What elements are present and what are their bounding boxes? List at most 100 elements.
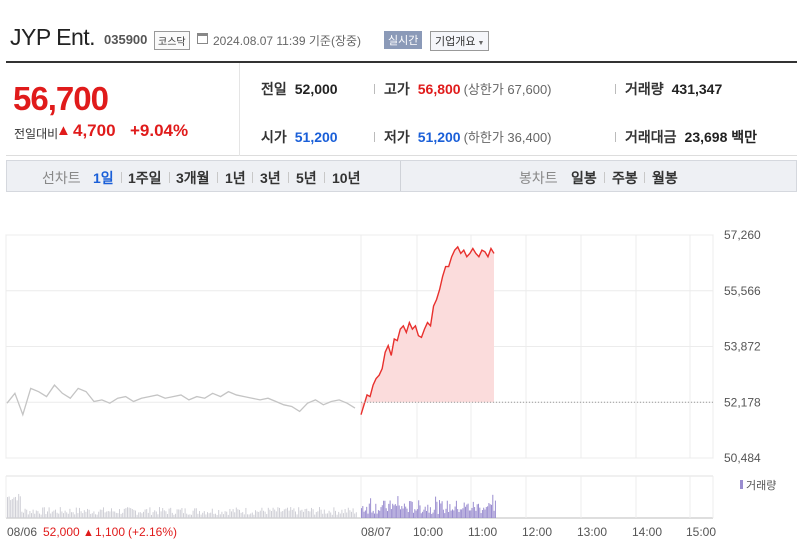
up-arrow-icon: ▲ — [56, 122, 71, 139]
volume-bar — [171, 512, 173, 518]
volume-bar — [170, 507, 172, 518]
volume-bar — [298, 507, 300, 518]
volume-bar — [457, 509, 459, 518]
volume-bar — [139, 512, 141, 518]
volume-bar — [423, 509, 425, 518]
volume-bar — [168, 508, 170, 518]
volume-bar — [34, 513, 36, 518]
volume-legend: 거래량 — [740, 479, 776, 492]
tab-1w[interactable]: 1주일 — [128, 170, 162, 186]
volume-bar — [43, 507, 45, 518]
volume-bar — [304, 508, 306, 518]
volume-bar — [261, 507, 263, 518]
volume-bar — [218, 510, 220, 518]
volume-bar — [216, 514, 218, 518]
volume-bar — [160, 511, 162, 518]
volume-bar — [215, 513, 216, 518]
tab-3m[interactable]: 3개월 — [176, 170, 210, 186]
volume-bar — [15, 496, 16, 518]
volume-bar — [242, 512, 244, 518]
volume-bar — [235, 507, 237, 518]
tab-weekly-candle[interactable]: 주봉 — [612, 170, 638, 186]
volume-bar — [69, 508, 71, 518]
volume-bar — [287, 507, 288, 518]
volume-bar — [388, 503, 390, 518]
change-value: 4,700 — [73, 121, 116, 140]
volume-bar — [274, 509, 276, 518]
realtime-button[interactable]: 실시간 — [384, 31, 423, 49]
volume-bar — [11, 499, 13, 518]
timestamp: 2024.08.07 11:39 기준(장중) — [213, 34, 362, 48]
volume-bar — [82, 513, 84, 518]
tab-daily-candle[interactable]: 일봉 — [571, 170, 597, 186]
volume-bar — [347, 507, 349, 518]
volume-bar — [93, 511, 95, 518]
volume-bar — [403, 503, 405, 518]
volume-bar — [128, 507, 130, 518]
volume-bar — [439, 500, 440, 518]
tab-5y[interactable]: 5년 — [296, 170, 317, 186]
volume-bar — [63, 513, 64, 518]
volume-bar — [282, 511, 284, 518]
volume-bar — [306, 508, 308, 518]
volume-bar — [392, 503, 394, 518]
volume-bar — [40, 514, 42, 518]
candle-chart-label: 봉차트 — [519, 170, 558, 186]
volume-bar — [27, 514, 29, 518]
volume-bar — [483, 507, 485, 518]
volume-bar — [450, 510, 452, 518]
volume-bar — [446, 500, 448, 518]
volume-bar — [56, 512, 58, 518]
volume-bar — [208, 513, 210, 518]
tab-monthly-candle[interactable]: 월봉 — [652, 170, 678, 186]
volume-bar — [323, 509, 325, 518]
volume-bar — [259, 510, 261, 518]
volume-bar — [295, 511, 296, 518]
volume-bar — [255, 510, 256, 518]
volume-bar — [354, 513, 356, 518]
x-tick-label: 14:00 — [632, 525, 662, 539]
volume-bar — [435, 496, 437, 518]
volume-bar — [53, 510, 55, 518]
volume-bar — [143, 511, 144, 518]
tab-separator — [644, 172, 645, 183]
volume-bar — [111, 508, 112, 518]
volume-bar — [240, 512, 242, 518]
company-info-button[interactable]: 기업개요 ▼ — [430, 31, 490, 51]
tab-3y[interactable]: 3년 — [260, 170, 281, 186]
volume-bar — [42, 507, 44, 518]
volume-bar — [333, 507, 335, 518]
volume-bar — [351, 511, 352, 518]
volume-bar — [194, 508, 196, 518]
volume-bar — [413, 512, 414, 518]
volume-bar — [375, 503, 377, 518]
volume-bar — [200, 514, 202, 518]
volume-bar — [344, 509, 346, 518]
high-value: 56,800 — [417, 81, 461, 97]
volume-bar — [66, 512, 68, 518]
volume-bar — [39, 513, 40, 518]
tab-separator — [217, 172, 218, 183]
volume-bar — [13, 497, 15, 518]
volume-bar — [178, 509, 180, 518]
volume-bar — [390, 509, 392, 518]
volume-bar — [80, 511, 82, 518]
volume-bar — [453, 510, 455, 518]
volume-bar — [179, 509, 181, 518]
volume-bar — [47, 511, 48, 518]
tab-1d[interactable]: 1일 — [93, 170, 114, 186]
volume-bar — [384, 500, 386, 518]
volume-bar — [279, 507, 280, 518]
tab-10y[interactable]: 10년 — [332, 170, 361, 186]
volume-bar — [55, 509, 56, 518]
tab-1y[interactable]: 1년 — [225, 170, 246, 186]
volume-bar — [211, 508, 213, 518]
volume-bar — [147, 512, 149, 518]
volume-bar — [58, 513, 60, 518]
current-price: 56,700 — [13, 80, 109, 117]
open-price: 시가 51,200 — [261, 127, 338, 147]
volume-bar — [224, 511, 226, 518]
volume-bar — [114, 511, 116, 518]
volume-bar — [7, 497, 8, 518]
